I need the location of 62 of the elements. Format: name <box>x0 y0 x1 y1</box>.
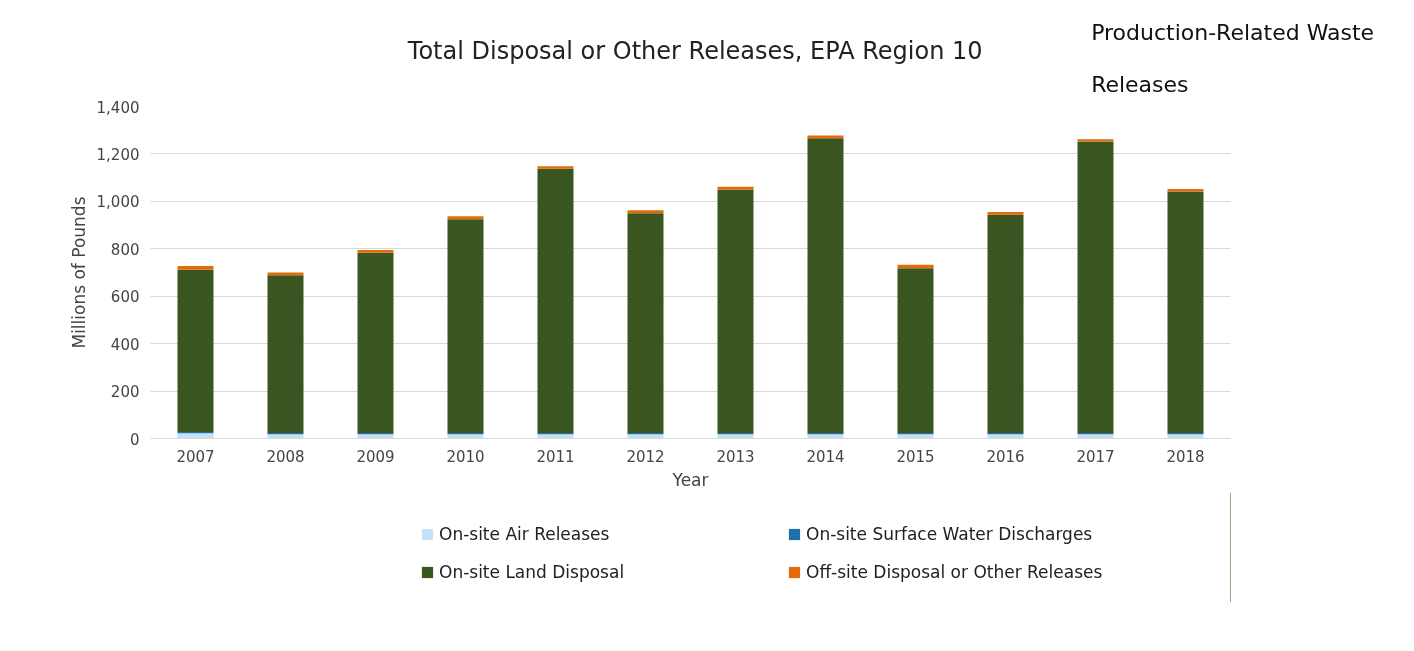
x-tick-label: 2014 <box>806 447 845 466</box>
bar <box>987 434 1024 439</box>
x-tick-label: 2011 <box>536 447 575 466</box>
x-tick-label: 2008 <box>266 447 305 466</box>
x-tick-label: 2016 <box>986 447 1025 466</box>
bar <box>267 275 304 434</box>
x-tick-label: 2015 <box>896 447 935 466</box>
bar <box>267 434 304 439</box>
y-tick-label: 400 <box>110 335 140 354</box>
text: Releases <box>1091 72 1189 97</box>
x-tick-label: 2009 <box>356 447 395 466</box>
bar <box>807 138 844 434</box>
x-axis-title: Year <box>671 469 709 490</box>
bar <box>717 189 754 434</box>
y-tick-label: 200 <box>110 383 140 402</box>
bar <box>537 168 574 434</box>
bar <box>1077 139 1114 142</box>
text: Production-Related Waste <box>1091 20 1375 45</box>
x-tick-label: 2013 <box>716 447 755 466</box>
legend-label: On-site Land Disposal <box>439 562 626 582</box>
x-tick-label: 2017 <box>1076 447 1115 466</box>
bar <box>357 252 394 434</box>
bar <box>177 269 214 433</box>
bar <box>897 434 934 439</box>
y-tick-label: 1,400 <box>96 98 140 117</box>
bar <box>537 166 574 169</box>
legend-label: Off-site Disposal or Other Releases <box>806 562 1104 582</box>
y-tick-label: 1,000 <box>96 193 140 212</box>
bar <box>897 268 934 434</box>
bar <box>447 434 484 439</box>
bar <box>177 433 214 439</box>
x-tick-label: 2007 <box>176 447 215 466</box>
bar <box>1167 434 1204 439</box>
x-tick-label: 2012 <box>626 447 665 466</box>
bar <box>1077 141 1114 434</box>
bar <box>177 266 214 270</box>
y-tick-label: 1,200 <box>96 145 140 164</box>
bar <box>447 219 484 434</box>
y-tick-label: 800 <box>110 240 140 259</box>
bar <box>717 434 754 439</box>
bar <box>807 135 844 139</box>
bar <box>447 216 484 220</box>
bar <box>627 434 664 439</box>
x-tick-label: 2010 <box>446 447 485 466</box>
bar <box>627 213 664 434</box>
legend-label: On-site Surface Water Discharges <box>806 524 1094 544</box>
bar <box>537 434 574 439</box>
bar <box>717 186 754 190</box>
y-axis-title: Millions of Pounds <box>68 196 89 349</box>
y-tick-label: 600 <box>110 288 140 307</box>
bar <box>627 210 664 214</box>
bar <box>357 249 394 253</box>
bar <box>357 434 394 439</box>
bar <box>807 434 844 439</box>
bar <box>987 212 1024 215</box>
bar <box>1167 191 1204 434</box>
bar <box>987 214 1024 434</box>
legend-label: On-site Air Releases <box>439 524 611 544</box>
x-tick-label: 2018 <box>1166 447 1205 466</box>
bar <box>1077 434 1114 439</box>
y-tick-label: 0 <box>129 430 140 449</box>
chart-title: Total Disposal or Other Releases, EPA Region 10 <box>406 36 983 65</box>
